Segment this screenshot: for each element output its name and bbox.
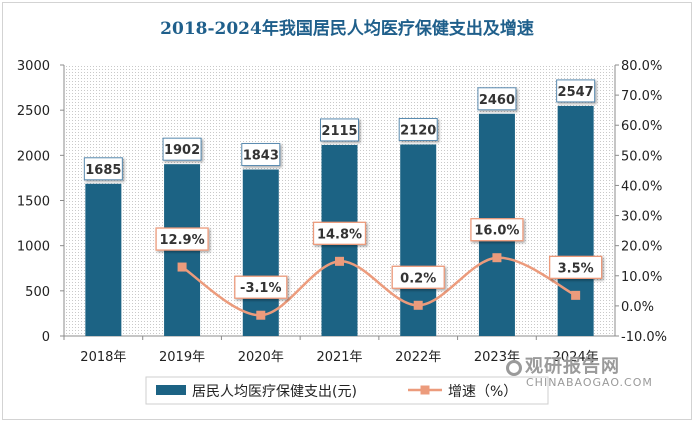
legend-swatch-marker [420,385,430,395]
y-right-tick-label: 60.0% [621,119,662,134]
growth-rate-marker [256,310,266,320]
y-right-tick-label: 20.0% [621,240,662,255]
bar-value-label: 1685 [85,163,121,178]
bar-7 [557,105,594,337]
bar-value-label: 2115 [321,124,357,139]
x-tick-label: 2020年 [238,350,284,365]
bar-value-box [320,118,359,142]
bar-value-box [477,87,517,111]
y-right-tick-label: -10.0% [621,330,667,345]
y-right-tick-label: 50.0% [621,149,662,164]
growth-rate-marker [492,253,502,263]
y-left-tick-label: 3000 [17,59,50,74]
y-right-tick-label: 40.0% [621,179,662,194]
bar-3 [242,169,279,336]
legend-label-bar: 居民人均医疗保健支出(元) [192,384,357,400]
chart-title: 2018-2024年我国居民人均医疗保健支出及增速 [160,19,534,39]
growth-rate-value-box [391,265,445,289]
y-left-tick-label: 500 [25,285,50,300]
bar-value-box [556,79,596,103]
y-right-tick-label: 80.0% [621,59,662,74]
growth-rate-marker [571,290,581,300]
growth-rate-value-label: -3.1% [240,281,281,296]
watermark-url: CHINABAOGAO.COM [526,376,653,389]
x-tick-label: 2019年 [159,350,205,365]
bar-value-label: 2547 [558,85,594,100]
bar-value-label: 1902 [164,143,200,158]
growth-rate-marker [177,262,187,272]
growth-rate-value-label: 14.8% [317,227,362,242]
y-right-tick-label: 30.0% [621,210,662,225]
y-right-tick-label: 10.0% [621,270,662,285]
x-tick-label: 2018年 [80,350,126,365]
y-right-tick-label: 70.0% [621,89,662,104]
growth-rate-value-box [470,218,524,242]
bar-value-label: 2120 [400,123,436,138]
x-tick-label: 2022年 [395,350,441,365]
bar-1 [85,183,122,336]
growth-rate-value-label: 12.9% [160,233,205,248]
legend-swatch-bar [156,385,186,395]
y-left-tick-label: 2000 [17,149,50,164]
y-left-tick-label: 0 [42,330,50,345]
x-tick-label: 2024年 [553,350,599,365]
growth-rate-value-box [312,221,367,245]
bar-value-box [162,137,202,161]
growth-rate-marker [335,256,344,266]
growth-rate-value-label: 0.2% [400,271,436,286]
x-tick-label: 2021年 [316,350,362,365]
watermark: 观研报告网 CHINABAOGAO.COM [506,352,686,389]
watermark-name: 观研报告网 [525,356,620,377]
bar-value-label: 1843 [243,149,279,164]
legend-box [145,376,549,405]
growth-rate-value-label: 16.0% [474,224,519,239]
growth-rate-value-box [234,275,288,299]
y-left-tick-label: 1500 [17,195,50,210]
y-left-tick-label: 1000 [17,240,50,255]
growth-rate-value-box [548,255,603,280]
bar-value-box [83,157,123,181]
y-right-tick-label: 0.0% [621,300,654,315]
growth-rate-marker [413,300,423,310]
bar-value-label: 2460 [479,93,515,108]
growth-rate-value-box [155,227,209,251]
legend-label-line: 增速（%） [448,384,517,400]
bar-value-box [241,143,281,167]
brand-logo-icon [506,360,522,376]
bar-value-box [398,117,438,141]
y-left-tick-label: 2500 [17,104,50,119]
growth-rate-value-label: 3.5% [558,261,594,276]
